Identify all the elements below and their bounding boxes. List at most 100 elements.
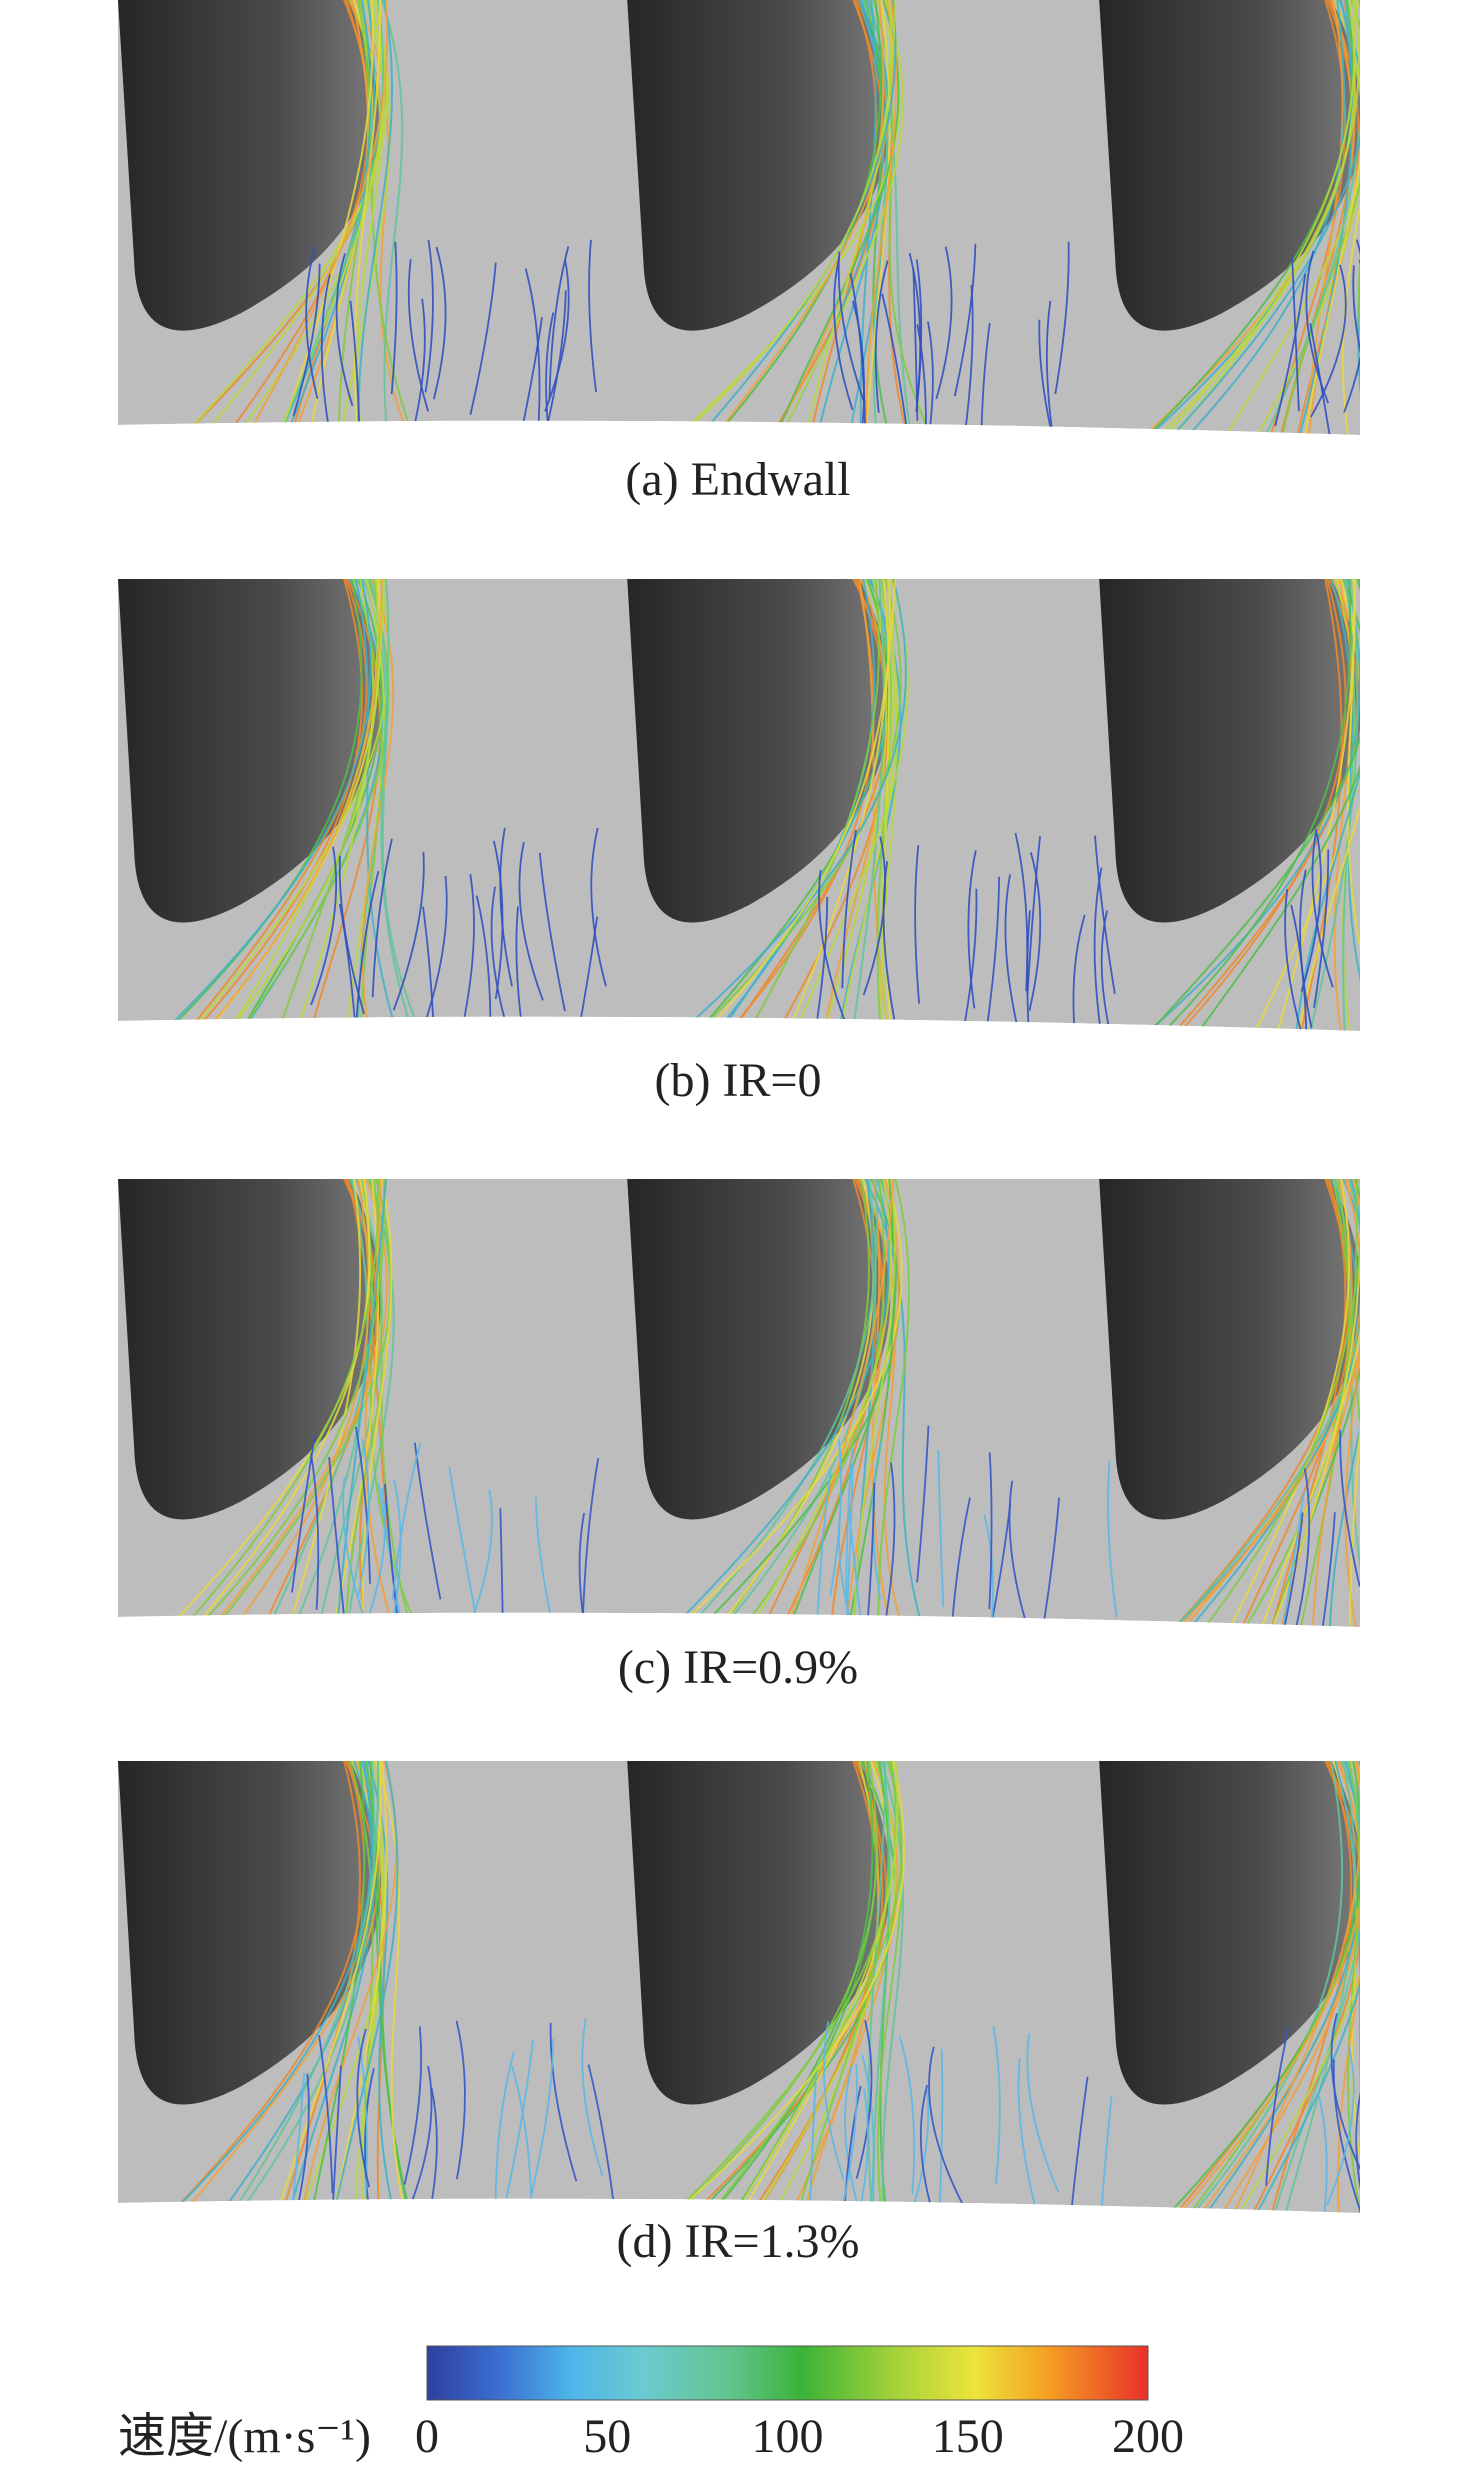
streamline <box>861 2054 875 2213</box>
streamline <box>1299 869 1313 1029</box>
streamline <box>742 1179 886 1627</box>
streamline <box>534 1497 560 1627</box>
colorbar-tick-label: 200 <box>1112 2410 1184 2463</box>
streamline <box>238 1761 376 2213</box>
streamline <box>1233 1761 1360 2213</box>
streamline <box>1270 1761 1353 2213</box>
streamline <box>963 285 974 435</box>
streamline <box>1298 579 1360 1031</box>
colorbar-label: 速度/(m·s⁻¹) <box>118 2410 371 2463</box>
streamline <box>1361 579 1381 1031</box>
streamline <box>346 1179 395 1627</box>
streamline <box>1256 1761 1360 2213</box>
blade <box>1099 1179 1360 1520</box>
streamline <box>499 827 513 987</box>
colorbar-tick-label: 0 <box>415 2410 439 2463</box>
streamline <box>871 1179 892 1627</box>
streamline <box>681 579 907 1031</box>
streamline <box>748 579 880 1031</box>
streamline <box>1163 579 1352 1031</box>
streamline <box>1072 914 1086 1031</box>
streamline <box>1265 2027 1290 2186</box>
streamline <box>1326 2046 1355 2206</box>
streamline <box>935 246 953 400</box>
streamline <box>937 1450 945 1608</box>
streamline <box>881 579 895 1031</box>
caption: (b) IR=0 <box>654 1054 821 1107</box>
streamline <box>1358 0 1360 435</box>
streamline <box>355 579 398 1031</box>
streamline <box>1295 1468 1311 1626</box>
streamline <box>1204 1179 1360 1627</box>
streamline <box>569 916 599 1031</box>
streamline <box>750 1179 892 1627</box>
streamline <box>874 260 889 413</box>
streamline <box>494 2051 515 2210</box>
streamline <box>1198 579 1360 1031</box>
streamline <box>288 1761 376 2213</box>
streamline <box>1392 302 1420 454</box>
streamline <box>1037 1497 1060 1627</box>
streamline <box>680 0 897 435</box>
streamline <box>858 579 889 1031</box>
streamline <box>720 579 891 1031</box>
streamline <box>948 1497 971 1627</box>
streamline <box>530 2038 555 2198</box>
streamline <box>361 1179 393 1627</box>
streamline <box>1017 2057 1039 2213</box>
streamline <box>538 852 566 1012</box>
streamline <box>310 846 338 1006</box>
streamline <box>1315 1512 1336 1627</box>
streamline <box>1180 579 1347 1031</box>
streamline <box>469 262 497 416</box>
streamline <box>305 246 319 399</box>
streamline <box>677 1179 903 1627</box>
streamline <box>197 1179 386 1627</box>
caption: (c) IR=0.9% <box>618 1641 858 1694</box>
streamline <box>240 579 383 1031</box>
streamline <box>816 1471 832 1627</box>
streamline <box>852 579 885 1031</box>
streamline <box>914 845 921 1004</box>
streamline <box>1291 258 1300 412</box>
streamline <box>1284 888 1307 1031</box>
blade <box>627 579 891 923</box>
streamline <box>422 906 437 1031</box>
streamline <box>392 852 425 1011</box>
streamline <box>1281 0 1360 435</box>
streamline <box>1097 2095 1113 2213</box>
streamline <box>967 849 977 1009</box>
streamline <box>582 1458 600 1616</box>
streamline <box>1273 1761 1360 2213</box>
streamline <box>335 253 354 407</box>
streamline <box>780 0 904 435</box>
streamline <box>928 2046 964 2206</box>
streamline <box>1179 1761 1360 2213</box>
streamline <box>354 1426 371 1584</box>
caption: (a) Endwall <box>625 453 850 506</box>
streamline <box>1343 259 1360 413</box>
streamline <box>310 1761 366 2213</box>
streamline <box>375 1761 406 2213</box>
streamline <box>455 2020 466 2180</box>
panel <box>118 579 1381 1031</box>
streamline <box>234 1179 370 1627</box>
streamline <box>1193 1761 1344 2213</box>
streamline <box>1405 278 1434 430</box>
streamline <box>1271 1179 1347 1627</box>
streamline <box>328 1456 345 1614</box>
caption: (d) IR=1.3% <box>616 2215 859 2268</box>
streamline <box>317 1179 384 1627</box>
streamline <box>734 1761 899 2213</box>
streamline <box>823 2021 845 2180</box>
streamline <box>1348 1179 1360 1627</box>
streamline <box>837 251 866 405</box>
streamline <box>1107 1460 1118 1618</box>
streamline <box>544 259 570 412</box>
streamline <box>1026 2033 1060 2193</box>
streamline <box>919 2084 944 2213</box>
streamline <box>1165 0 1356 435</box>
streamline <box>1361 1761 1394 2213</box>
streamline <box>912 268 919 421</box>
blade <box>627 0 891 331</box>
